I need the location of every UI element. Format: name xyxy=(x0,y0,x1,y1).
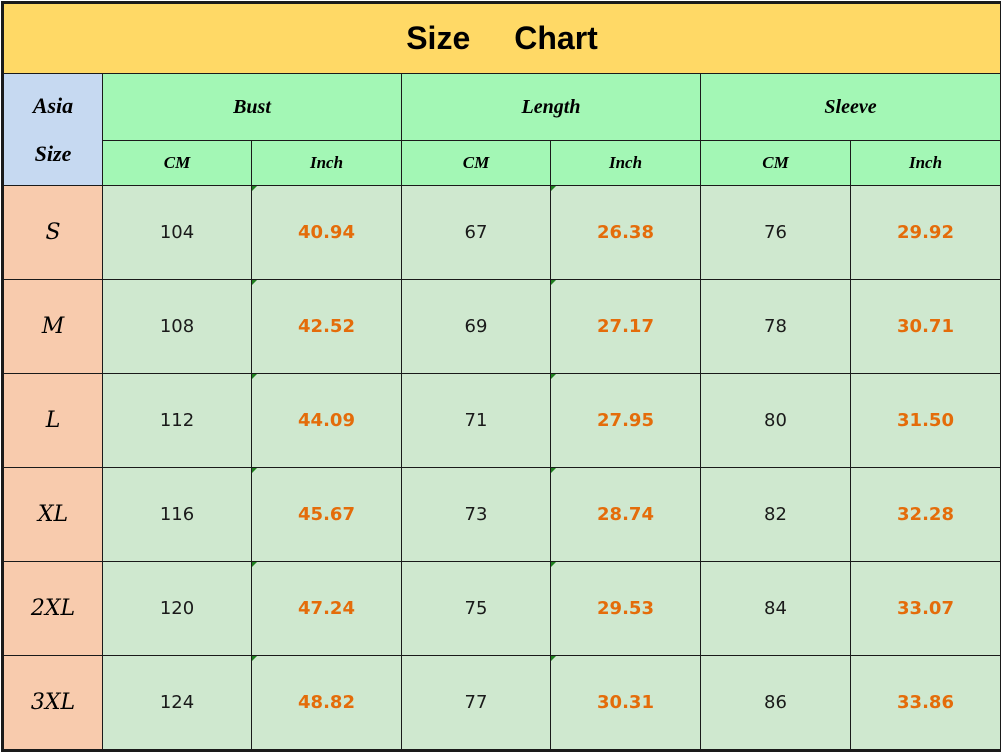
bust-cm-value: 120 xyxy=(102,561,252,656)
size-label: 3XL xyxy=(3,655,103,750)
bust-cm-value: 112 xyxy=(102,373,252,468)
asia-size-header: Asia Size xyxy=(3,73,103,186)
bust-inch-text: 40.94 xyxy=(298,222,355,243)
table-row: M 108 42.52 69 27.17 78 30.71 xyxy=(3,279,1001,374)
asia-size-line2: Size xyxy=(34,140,72,166)
table-row: 3XL 124 48.82 77 30.31 86 33.86 xyxy=(3,655,1001,750)
sleeve-inch-text: 29.92 xyxy=(897,222,954,243)
sleeve-cm-value: 86 xyxy=(700,655,851,750)
length-inch-text: 29.53 xyxy=(597,598,654,619)
length-inch-value: 26.38 xyxy=(550,185,701,280)
length-inch-text: 27.17 xyxy=(597,316,654,337)
sleeve-cm-value: 78 xyxy=(700,279,851,374)
length-cm-value: 67 xyxy=(401,185,551,280)
bust-inch-value: 45.67 xyxy=(251,467,402,562)
cell-marker-icon xyxy=(252,562,257,567)
bust-inch-value: 48.82 xyxy=(251,655,402,750)
bust-inch-text: 48.82 xyxy=(298,692,355,713)
length-inch-value: 28.74 xyxy=(550,467,701,562)
cell-marker-icon xyxy=(551,562,556,567)
group-header-sleeve: Sleeve xyxy=(699,73,1001,141)
cell-marker-icon xyxy=(252,468,257,473)
bust-inch-value: 42.52 xyxy=(251,279,402,374)
sleeve-inch-text: 31.50 xyxy=(897,410,954,431)
cell-marker-icon xyxy=(252,280,257,285)
bust-inch-value: 47.24 xyxy=(251,561,402,656)
length-cm-value: 69 xyxy=(401,279,551,374)
bust-cm-value: 108 xyxy=(102,279,252,374)
cell-marker-icon xyxy=(551,280,556,285)
sleeve-inch-value: 33.07 xyxy=(849,561,1001,656)
group-header-length: Length xyxy=(401,73,701,141)
bust-inch-value: 44.09 xyxy=(251,373,402,468)
unit-header-bust-cm: CM xyxy=(102,140,252,186)
bust-cm-value: 124 xyxy=(102,655,252,750)
unit-header-sleeve-cm: CM xyxy=(700,140,851,186)
length-inch-text: 26.38 xyxy=(597,222,654,243)
cell-marker-icon xyxy=(551,374,556,379)
length-cm-value: 71 xyxy=(401,373,551,468)
sleeve-inch-text: 32.28 xyxy=(897,504,954,525)
title-row: Size Chart xyxy=(2,3,1001,74)
length-inch-text: 27.95 xyxy=(597,410,654,431)
unit-header-length-cm: CM xyxy=(401,140,551,186)
sleeve-inch-text: 33.86 xyxy=(897,692,954,713)
chart-title: Size Chart xyxy=(2,3,1001,74)
unit-header-row: CM Inch CM Inch CM Inch xyxy=(4,140,1001,186)
bust-inch-text: 44.09 xyxy=(298,410,355,431)
unit-header-sleeve-inch: Inch xyxy=(849,140,1001,186)
table-row: XL 116 45.67 73 28.74 82 32.28 xyxy=(3,467,1001,562)
bust-cm-value: 104 xyxy=(102,185,252,280)
sleeve-cm-value: 82 xyxy=(700,467,851,562)
asia-size-line1: Asia xyxy=(32,92,74,118)
sleeve-inch-value: 29.92 xyxy=(849,185,1001,280)
bust-inch-text: 45.67 xyxy=(298,504,355,525)
title-word-chart: Chart xyxy=(514,20,598,56)
size-label: M xyxy=(3,279,103,374)
bust-cm-value: 116 xyxy=(102,467,252,562)
sleeve-inch-value: 33.86 xyxy=(849,655,1001,750)
unit-header-bust-inch: Inch xyxy=(251,140,402,186)
sleeve-cm-value: 80 xyxy=(700,373,851,468)
size-label: S xyxy=(3,185,103,280)
size-label: L xyxy=(3,373,103,468)
sleeve-inch-value: 31.50 xyxy=(849,373,1001,468)
cell-marker-icon xyxy=(252,374,257,379)
length-cm-value: 73 xyxy=(401,467,551,562)
cell-marker-icon xyxy=(551,186,556,191)
table-row: L 112 44.09 71 27.95 80 31.50 xyxy=(3,373,1001,468)
size-label: 2XL xyxy=(3,561,103,656)
bust-inch-text: 42.52 xyxy=(298,316,355,337)
cell-marker-icon xyxy=(551,656,556,661)
length-inch-value: 30.31 xyxy=(550,655,701,750)
length-cm-value: 75 xyxy=(401,561,551,656)
table-row: S 104 40.94 67 26.38 76 29.92 xyxy=(3,185,1001,280)
sleeve-inch-text: 33.07 xyxy=(897,598,954,619)
sleeve-cm-value: 84 xyxy=(700,561,851,656)
sleeve-cm-value: 76 xyxy=(700,185,851,280)
sleeve-inch-value: 30.71 xyxy=(849,279,1001,374)
unit-header-length-inch: Inch xyxy=(550,140,701,186)
length-inch-value: 29.53 xyxy=(550,561,701,656)
cell-marker-icon xyxy=(252,656,257,661)
size-label: XL xyxy=(3,467,103,562)
group-header-row: Asia Size Bust Length Sleeve xyxy=(3,73,1001,186)
bust-inch-value: 40.94 xyxy=(251,185,402,280)
group-header-bust: Bust xyxy=(102,73,402,141)
length-cm-value: 77 xyxy=(401,655,551,750)
length-inch-value: 27.95 xyxy=(550,373,701,468)
bust-inch-text: 47.24 xyxy=(298,598,355,619)
length-inch-text: 30.31 xyxy=(597,692,654,713)
cell-marker-icon xyxy=(551,468,556,473)
size-chart-table: Size Chart Asia Size Bust Length Sleeve C… xyxy=(2,3,1001,750)
length-inch-text: 28.74 xyxy=(597,504,654,525)
title-word-size: Size xyxy=(406,20,471,56)
sleeve-inch-value: 32.28 xyxy=(849,467,1001,562)
length-inch-value: 27.17 xyxy=(550,279,701,374)
cell-marker-icon xyxy=(252,186,257,191)
sleeve-inch-text: 30.71 xyxy=(897,316,954,337)
table-row: 2XL 120 47.24 75 29.53 84 33.07 xyxy=(3,561,1001,656)
